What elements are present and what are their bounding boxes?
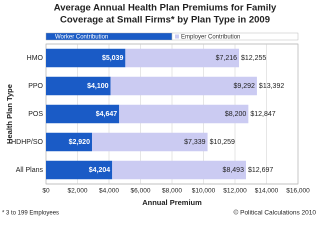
value-label: $2,920: [69, 139, 91, 146]
legend-swatch: [175, 34, 179, 39]
value-label: $5,039: [102, 55, 124, 62]
x-tick-label: $4,000: [99, 188, 119, 195]
value-label: $7,216: [216, 55, 238, 62]
x-axis-label: Annual Premium: [142, 198, 202, 207]
y-axis-label: Health Plan Type: [5, 84, 14, 144]
bar-segment: [46, 132, 92, 152]
total-label: $10,259: [210, 139, 235, 146]
y-tick-label: POS: [28, 111, 43, 118]
legend-label: Employer Contribution: [181, 34, 240, 40]
credit: © Political Calculations 2010: [234, 209, 317, 217]
x-tick-label: $16,000: [286, 188, 310, 195]
y-tick-label: PPO: [28, 83, 43, 90]
x-tick-label: $2,000: [68, 188, 88, 195]
x-tick-label: $6,000: [131, 188, 151, 195]
value-label: $8,200: [225, 111, 247, 118]
page: Average Annual Health Plan Premiums for …: [2, 2, 317, 217]
x-tick-label: $10,000: [192, 188, 216, 195]
bar-segment: [112, 160, 246, 180]
y-tick-label: HMO: [27, 55, 44, 62]
total-label: $12,255: [241, 55, 266, 62]
chart-title: Coverage at Small Firms* by Plan Type in…: [60, 15, 270, 26]
x-tick-label: $0: [42, 188, 50, 195]
bar-segment: [46, 160, 113, 180]
bar-segment: [91, 132, 208, 152]
total-label: $12,697: [248, 167, 273, 174]
value-label: $4,204: [89, 167, 111, 174]
x-tick-label: $12,000: [223, 188, 247, 195]
chart-title: Average Annual Health Plan Premiums for …: [54, 3, 277, 14]
value-label: $9,292: [234, 83, 256, 90]
bar-segment: [46, 76, 111, 96]
x-tick-label: $8,000: [162, 188, 182, 195]
value-label: $8,493: [223, 167, 245, 174]
value-label: $4,647: [96, 111, 118, 118]
bar-segment: [125, 48, 240, 68]
bar-segment: [46, 48, 126, 68]
y-tick-label: All Plans: [16, 167, 44, 174]
bar-segment: [119, 104, 249, 124]
value-label: $4,100: [87, 83, 109, 90]
legend-label: Worker Contribution: [55, 34, 108, 40]
x-tick-label: $14,000: [255, 188, 279, 195]
value-label: $7,339: [184, 139, 206, 146]
footnote: * 3 to 199 Employees: [2, 211, 59, 217]
legend-swatch: [49, 34, 53, 39]
legend-swatch: [171, 32, 299, 41]
y-tick-label: HDHP/SO: [11, 139, 43, 146]
total-label: $12,847: [250, 111, 275, 118]
bar-segment: [46, 104, 120, 124]
chart: Average Annual Health Plan Premiums for …: [2, 3, 317, 217]
total-label: $13,392: [259, 83, 284, 90]
bar-segment: [110, 76, 257, 96]
